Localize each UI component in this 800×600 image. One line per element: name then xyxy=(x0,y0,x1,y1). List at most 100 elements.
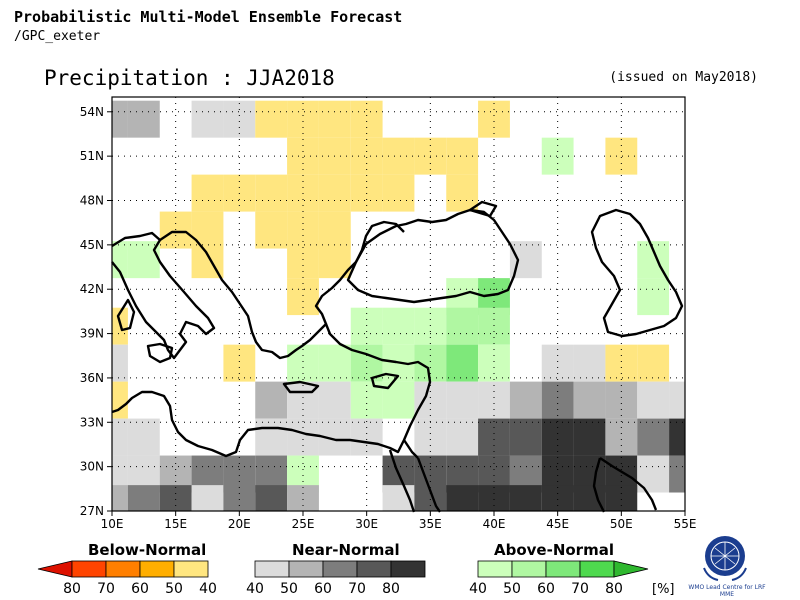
legend-swatch xyxy=(511,560,547,578)
legend-label: 40 xyxy=(246,581,264,597)
forecast-cell xyxy=(318,100,351,138)
issued-date: (issued on May2018) xyxy=(609,70,758,85)
forecast-cell xyxy=(112,344,128,382)
coast-sinai xyxy=(403,439,419,459)
forecast-cell xyxy=(669,381,685,419)
lat-tick-label: 48N xyxy=(80,194,104,208)
forecast-cell xyxy=(223,344,256,382)
forecast-cell xyxy=(287,418,319,456)
forecast-cell xyxy=(478,381,510,419)
lat-tick-label: 27N xyxy=(80,504,104,518)
lat-tick-label: 54N xyxy=(80,105,104,119)
coast-italy xyxy=(111,231,216,360)
forecast-cell xyxy=(478,485,510,511)
forecast-cell xyxy=(414,418,447,456)
legend-label: 40 xyxy=(469,581,487,597)
legend-below-title: Below-Normal xyxy=(88,541,207,559)
legend-swatch xyxy=(356,560,392,578)
forecast-cell xyxy=(478,344,510,382)
legend-label: 70 xyxy=(97,581,115,597)
forecast-cell xyxy=(112,455,128,493)
legend-swatch xyxy=(579,560,615,578)
legend-label: 80 xyxy=(382,581,400,597)
forecast-cell xyxy=(605,418,638,456)
forecast-cell xyxy=(191,174,224,212)
legend-label: 80 xyxy=(63,581,81,597)
forecast-cell xyxy=(478,418,510,456)
forecast-cell xyxy=(509,381,542,419)
lat-tick-label: 45N xyxy=(80,238,104,252)
legend-swatch xyxy=(173,560,209,578)
forecast-cell xyxy=(637,344,670,382)
legend-swatch xyxy=(37,560,73,578)
legend-swatch xyxy=(105,560,141,578)
legend-label: 60 xyxy=(314,581,332,597)
coast-sardinia xyxy=(116,298,136,332)
forecast-cell xyxy=(318,174,351,212)
legend-label: 70 xyxy=(571,581,589,597)
forecast-cell xyxy=(605,381,638,419)
forecast-cell xyxy=(573,344,606,382)
coast-cyprus xyxy=(370,372,400,390)
lon-tick-label: 35E xyxy=(419,517,442,531)
legend-unit: [%] xyxy=(652,582,675,597)
forecast-cell xyxy=(127,100,160,138)
lat-tick-label: 51N xyxy=(80,149,104,163)
lon-tick-label: 30E xyxy=(355,517,378,531)
forecast-cell xyxy=(318,381,351,419)
axis-labels: 10E 15E 20E 25E 30E 35E 40E 45E 50E 55E 54N 51N 48N 4… xyxy=(80,105,697,531)
lon-tick-label: 50E xyxy=(610,517,633,531)
lon-tick-label: 10E xyxy=(101,517,124,531)
legend-swatch xyxy=(477,560,513,578)
legend-label: 50 xyxy=(503,581,521,597)
coast-red-sea-east xyxy=(416,457,441,513)
forecast-cell xyxy=(541,381,574,419)
map-frame xyxy=(111,96,686,512)
forecast-cell xyxy=(191,485,224,511)
legend: 80 70 60 50 40 40 50 60 70 80 40 50 60 70 80 [%] xyxy=(37,560,675,597)
forecast-cell xyxy=(127,418,160,456)
coast-sicily xyxy=(146,342,174,364)
forecast-cell xyxy=(255,100,288,138)
forecast-cell xyxy=(287,100,319,138)
lat-tick-label: 33N xyxy=(80,415,104,429)
forecast-cell xyxy=(446,174,479,212)
forecast-cell xyxy=(446,418,479,456)
map-title: Precipitation : JJA2018 xyxy=(44,66,335,90)
coast-levant xyxy=(111,323,432,458)
forecast-cell xyxy=(509,418,542,456)
coast-azov xyxy=(468,200,498,218)
forecast-cell xyxy=(255,174,288,212)
forecast-cell xyxy=(318,344,351,382)
forecast-cell xyxy=(605,485,638,511)
lat-tick-label: 39N xyxy=(80,327,104,341)
coast-arabia-gulf xyxy=(592,457,606,513)
forecast-cell xyxy=(446,137,479,175)
legend-swatch xyxy=(71,560,107,578)
wmo-logo xyxy=(703,536,747,581)
coast-black-sea xyxy=(346,208,520,304)
forecast-cell xyxy=(637,278,670,316)
coast-caspian xyxy=(590,208,684,338)
legend-label: 60 xyxy=(537,581,555,597)
forecast-cell xyxy=(541,485,574,511)
forecast-cell xyxy=(112,100,128,138)
forecast-cell xyxy=(287,278,319,316)
forecast-cell xyxy=(446,344,479,382)
forecast-cell xyxy=(509,485,542,511)
legend-swatch xyxy=(545,560,581,578)
forecast-cell xyxy=(414,381,447,419)
legend-swatch xyxy=(139,560,175,578)
header-title: Probabilistic Multi-Model Ensemble Forec… xyxy=(14,8,403,26)
legend-swatch xyxy=(390,560,426,578)
lon-tick-label: 20E xyxy=(228,517,251,531)
forecast-cell xyxy=(255,381,288,419)
forecast-cell xyxy=(350,100,383,138)
forecast-cell xyxy=(446,307,479,345)
forecast-cell xyxy=(112,418,128,456)
forecast-cell xyxy=(382,307,415,345)
lon-tick-label: 40E xyxy=(483,517,506,531)
lat-tick-label: 42N xyxy=(80,282,104,296)
forecast-cell xyxy=(223,485,256,511)
legend-swatch xyxy=(322,560,358,578)
